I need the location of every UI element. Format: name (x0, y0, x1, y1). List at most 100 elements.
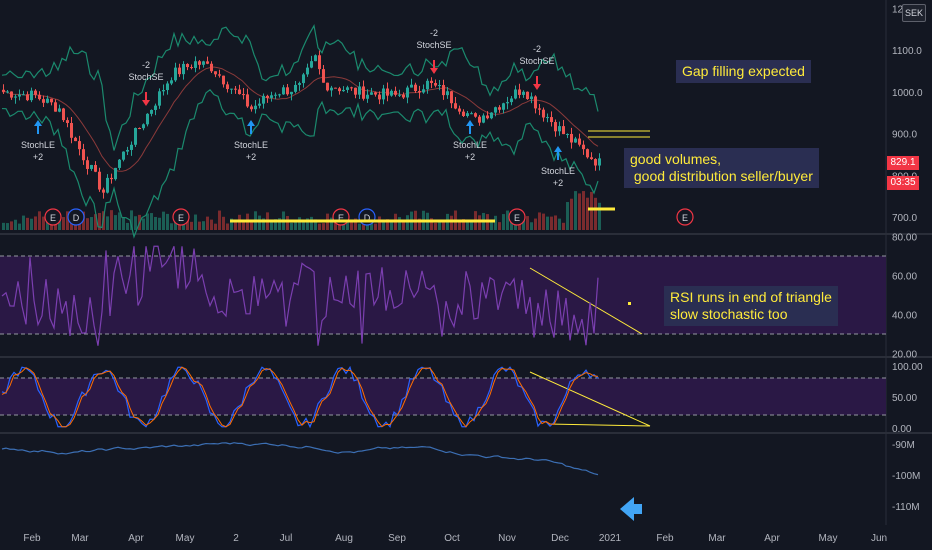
candle-body (510, 98, 513, 103)
volume-bar (490, 220, 493, 230)
signal-label: StochLE (21, 140, 55, 150)
bar-countdown: 03:35 (887, 176, 919, 190)
volume-bar (390, 220, 393, 230)
candle-body (102, 189, 105, 193)
trend-drawings[interactable] (230, 130, 651, 521)
volume-bar (506, 210, 509, 230)
volume-bar (66, 211, 69, 230)
rsi-annotation[interactable]: RSI runs in end of triangle slow stochas… (664, 286, 838, 326)
candle-body (590, 157, 593, 160)
gap-annotation[interactable]: Gap filling expected (676, 60, 811, 83)
signal-label: StochSE (128, 72, 163, 82)
volume-bar (386, 219, 389, 230)
price-tick-label: 700.0 (892, 213, 917, 224)
volume-bar (582, 191, 585, 230)
volume-bar (250, 219, 253, 230)
volume-bar (558, 218, 561, 230)
candle-body (390, 90, 393, 96)
candle-body (242, 94, 245, 96)
candle-body (30, 90, 33, 101)
volume-bar (294, 221, 297, 230)
candle-body (526, 91, 529, 100)
candle-body (586, 149, 589, 158)
time-tick-label: Oct (444, 533, 460, 544)
signal-label: StochSE (519, 56, 554, 66)
volume-bar (278, 218, 281, 230)
candle-body (454, 103, 457, 109)
rsi-axis[interactable]: 80.00 60.00 40.00 20.00 (892, 233, 917, 361)
candle-body (522, 91, 525, 95)
volume-bar (226, 223, 229, 230)
price-tick-label: 12 (892, 4, 904, 15)
rsi-trendline (529, 267, 643, 335)
candle-body (486, 115, 489, 119)
volume-bar (14, 219, 17, 230)
long-signal-arrow (554, 146, 562, 160)
obv-line (1, 442, 599, 476)
stoch-axis[interactable]: 100.00 50.00 0.00 (892, 362, 923, 435)
volume-bar (206, 216, 209, 230)
signal-sub: +2 (465, 152, 475, 162)
volume-bar (434, 222, 437, 230)
candle-body (134, 128, 137, 145)
time-tick-label: Mar (708, 533, 726, 544)
volume-bar (34, 216, 37, 230)
candle-body (122, 151, 125, 160)
volume-bar (114, 215, 117, 230)
volume-bar (126, 222, 129, 230)
volume-bar (502, 214, 505, 230)
volume-bar (18, 223, 21, 230)
stoch-band-fill (0, 378, 886, 415)
volume-bar (146, 213, 149, 230)
volume-bar (530, 222, 533, 230)
candle-body (38, 94, 41, 100)
candle-body (126, 149, 129, 152)
volume-bar (46, 218, 49, 230)
candle-body (598, 158, 601, 166)
candle-body (518, 89, 521, 95)
candle-body (430, 80, 433, 84)
time-axis[interactable]: Feb Mar Apr May 2 Jul Aug Sep Oct Nov Dec 2021 Feb Ma… (23, 533, 887, 544)
candle-body (594, 159, 597, 166)
bollinger-basis (1, 66, 599, 172)
volume-bar (134, 216, 137, 230)
volume-bar (522, 216, 525, 230)
obv-axis[interactable]: -90M -100M -110M (892, 440, 920, 513)
candle-body (446, 91, 449, 96)
volume-bar (310, 216, 313, 230)
volume-bar (302, 220, 305, 230)
signal-sub: +2 (553, 178, 563, 188)
candle-body (94, 164, 97, 172)
candle-body (478, 116, 481, 123)
volume-bar (94, 214, 97, 230)
candle-body (162, 90, 165, 92)
currency-button[interactable]: SEK (902, 4, 926, 22)
volume-bar (430, 218, 433, 230)
time-tick-label: May (176, 533, 195, 544)
volume-bar (214, 223, 217, 230)
volume-bar (194, 214, 197, 230)
volume-bar (190, 221, 193, 230)
time-tick-label: Feb (23, 533, 41, 544)
price-tick-label: 900.0 (892, 130, 917, 141)
volume-bar (354, 218, 357, 230)
volume-bar (286, 216, 289, 230)
candle-body (78, 141, 81, 150)
volume-bar (110, 210, 113, 230)
time-tick-label: Aug (335, 533, 353, 544)
obv-tick-label: -110M (892, 502, 920, 513)
volume-bar (166, 213, 169, 230)
candle-body (514, 89, 517, 99)
time-tick-label: May (819, 533, 838, 544)
candle-body (398, 94, 401, 96)
price-tick-label: 1100.0 (892, 46, 922, 57)
volume-bar (598, 202, 601, 230)
volume-annotation[interactable]: good volumes, good distribution seller/b… (624, 148, 819, 188)
time-tick-label: 2021 (599, 533, 622, 544)
volume-bar (198, 221, 201, 230)
candle-body (298, 83, 301, 85)
candlestick-series (2, 50, 601, 199)
earnings-badge (172, 208, 190, 226)
candle-body (118, 159, 121, 168)
